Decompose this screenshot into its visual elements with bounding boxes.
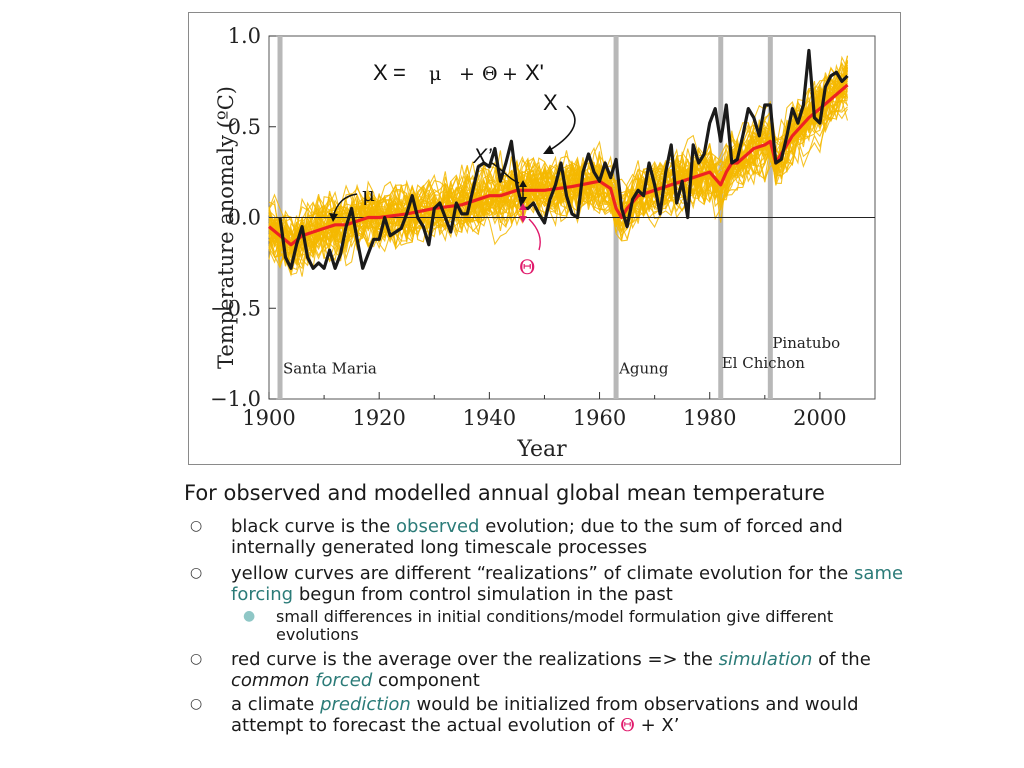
highlight-prediction: prediction	[320, 694, 411, 715]
volcano-label: Santa Maria	[283, 360, 377, 378]
bullet-text: red curve is the average over the realiz…	[231, 649, 931, 691]
highlight-observed: observed	[396, 516, 480, 537]
realization-line	[268, 108, 848, 269]
sub-bullet-text: small differences in initial conditions/…	[276, 607, 834, 644]
highlight-forced: forced	[315, 670, 373, 691]
bullet-text-part: red curve is the average over the realiz…	[231, 649, 719, 670]
x-tick-label: 1960	[573, 406, 626, 430]
sub-bullet-marker: ●	[243, 608, 256, 624]
simulation-mean-line	[267, 83, 849, 247]
y-tick-label: −1.0	[210, 387, 261, 411]
bullet-marker: ○	[190, 565, 203, 581]
emphasis-common: common	[231, 670, 310, 691]
theta-arrowhead-down	[519, 216, 527, 223]
equation-term: μ	[429, 63, 441, 85]
bullet-text-part: black curve is the	[231, 516, 397, 537]
highlight-same-forcing: same forcing	[231, 563, 904, 605]
x-pointer-arrow	[549, 105, 576, 151]
equation-term: X'	[525, 60, 544, 85]
caption: For observed and modelled annual global …	[184, 481, 825, 505]
bullet-text-part: of the	[812, 649, 871, 670]
volcano-label: Pinatubo	[772, 334, 840, 352]
volcano-label: El Chichon	[722, 354, 806, 372]
bullet-text: yellow curves are different “realization…	[231, 563, 931, 605]
mu-arrowhead	[329, 213, 338, 222]
bullet-text-part: evolution; due to the sum of forced and …	[231, 516, 843, 558]
equation-term: +	[459, 63, 475, 85]
equation-term: X	[373, 60, 388, 85]
bullet-text-part: would be initialized from observations a…	[231, 694, 859, 736]
x-arrowhead	[543, 145, 554, 154]
xprime-pointer	[491, 162, 520, 184]
bullet-text-part: a climate	[231, 694, 321, 715]
x-tick-label: 1980	[683, 406, 736, 430]
xprime-arrowhead-up	[519, 180, 527, 187]
y-tick-label: 0.0	[228, 206, 261, 230]
bullet-text-part: + X’	[634, 715, 680, 736]
realization-line	[268, 90, 848, 273]
highlight-simulation: simulation	[718, 649, 813, 670]
bullet-marker: ○	[190, 651, 203, 667]
chart-svg: 1900 1920 1940 1960 1980 2000 −1.0 −0.5 0.0 0.5 1.…	[210, 24, 876, 462]
y-tick-label: 0.5	[228, 115, 261, 139]
xprime-label: X’	[472, 145, 492, 168]
x-tick-label: 1940	[463, 406, 516, 430]
volcano-label: Agung	[618, 360, 669, 378]
y-axis-label: Temperature anomaly (ºC)	[214, 86, 238, 369]
xprime-arrowhead-down	[519, 197, 527, 204]
equation-term: Θ	[482, 63, 498, 85]
bullet-text: black curve is the observed evolution; d…	[231, 516, 931, 558]
observed-line	[278, 48, 849, 270]
x-axis-label: Year	[516, 437, 567, 462]
bullet-marker: ○	[190, 518, 203, 534]
x-tick-label: 1900	[242, 406, 295, 430]
bullet-marker: ○	[190, 696, 203, 712]
x-tick-label: 1920	[352, 406, 405, 430]
realization-line	[268, 69, 849, 277]
theta-label: Θ	[519, 255, 535, 279]
theta-pointer	[528, 218, 541, 251]
chart-figure: 1900 1920 1940 1960 1980 2000 −1.0 −0.5 0.0 0.5 1.…	[188, 12, 901, 465]
y-tick-label: 1.0	[228, 24, 261, 48]
theta-arrowhead-up	[519, 203, 527, 210]
theta-symbol: Θ	[620, 715, 635, 736]
bullet-text-part: yellow curves are different “realization…	[231, 563, 855, 584]
bullet-text-part: begun from control simulation in the pas…	[293, 584, 673, 605]
y-tick-label: −0.5	[210, 296, 261, 320]
bullet-text: a climate prediction would be initialize…	[231, 694, 931, 736]
equation-term: +	[502, 63, 518, 85]
bullet-text-part: component	[372, 670, 480, 691]
equation-term: =	[393, 60, 406, 85]
x-tick-label: 2000	[793, 406, 846, 430]
mu-label: μ	[362, 182, 375, 206]
x-observed-label: X	[543, 90, 558, 115]
